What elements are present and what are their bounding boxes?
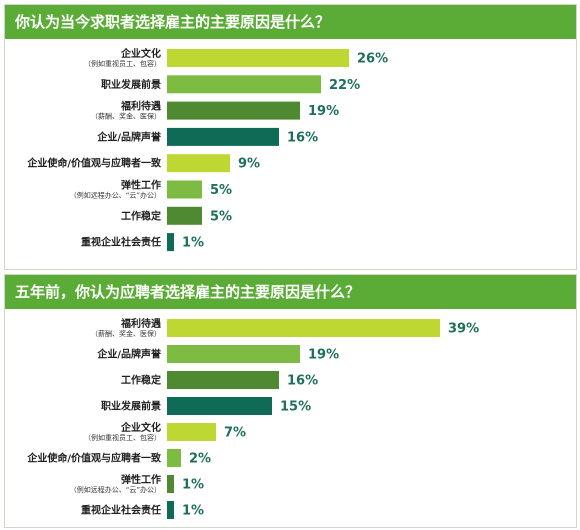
bar xyxy=(167,233,174,252)
category-sublabel: （例如远程办公、“云”办公） xyxy=(70,191,161,200)
chart-title-five-years-ago: 五年前，你认为应聘者选择雇主的主要原因是什么？ xyxy=(5,275,576,309)
bar xyxy=(167,371,279,389)
chart-panel-current: 你认为当今求职者选择雇主的主要原因是什么？ 企业文化 （例如重视员工、包容） 26%… xyxy=(4,4,577,270)
bar xyxy=(167,127,279,146)
category-label: 企业文化 xyxy=(120,47,161,60)
category-label: 企业使命/价值观与应聘者一致 xyxy=(26,157,162,170)
bar xyxy=(167,101,300,120)
category-sublabel: （薪酬、奖金、医保） xyxy=(91,329,161,338)
value-label: 26% xyxy=(357,52,388,67)
category-label: 企业/品牌声誉 xyxy=(96,348,162,361)
category-sublabel: （例如远程办公、“云”办公） xyxy=(70,485,161,494)
bar xyxy=(167,75,321,94)
category-sublabel: （薪酬、奖金、医保） xyxy=(91,112,161,121)
value-label: 5% xyxy=(210,183,232,198)
category-label: 职业发展前景 xyxy=(101,78,161,91)
value-label: 19% xyxy=(308,348,339,363)
value-label: 7% xyxy=(224,426,246,441)
category-label: 企业使命/价值观与应聘者一致 xyxy=(26,452,162,465)
value-label: 1% xyxy=(182,504,204,519)
bar xyxy=(167,345,300,363)
value-label: 15% xyxy=(280,400,311,415)
value-label: 1% xyxy=(182,478,204,493)
category-sublabel: （例如重视员工、包容） xyxy=(84,59,161,68)
bar xyxy=(167,475,174,493)
value-label: 9% xyxy=(238,157,260,172)
bar xyxy=(167,501,174,519)
value-label: 16% xyxy=(287,374,318,389)
chart-panel-five-years-ago: 五年前，你认为应聘者选择雇主的主要原因是什么？ 福利待遇 （薪酬、奖金、医保） 39… xyxy=(4,274,577,528)
bar xyxy=(167,49,349,67)
category-label: 工作稳定 xyxy=(121,209,161,222)
value-label: 22% xyxy=(329,78,360,93)
category-label: 弹性工作 xyxy=(121,179,161,192)
bar xyxy=(167,397,272,415)
category-label: 弹性工作 xyxy=(121,473,161,486)
bar xyxy=(167,206,202,225)
bar xyxy=(167,180,202,199)
category-label: 职业发展前景 xyxy=(101,400,161,413)
category-label: 福利待遇 xyxy=(120,100,161,113)
category-label: 重视企业社会责任 xyxy=(81,504,161,517)
category-label: 工作稳定 xyxy=(121,374,161,387)
value-label: 19% xyxy=(308,104,339,119)
bar xyxy=(167,449,181,467)
value-label: 1% xyxy=(182,236,204,251)
chart-title-current: 你认为当今求职者选择雇主的主要原因是什么？ xyxy=(5,5,576,39)
bar-chart-current: 企业文化（例如重视员工、包容） 26% 职业发展前景 22% 福利待遇（薪酬、奖金、医保… xyxy=(26,47,388,252)
value-label: 16% xyxy=(287,130,318,145)
category-label: 福利待遇 xyxy=(120,317,161,330)
bar-chart-five-years-ago: 福利待遇（薪酬、奖金、医保） 39% 企业/品牌声誉 19% 工作稳定 16% 职业发展前景… xyxy=(26,317,479,519)
bar xyxy=(167,319,440,337)
category-label: 企业文化 xyxy=(120,421,161,434)
bar xyxy=(167,423,216,441)
bar xyxy=(167,154,230,173)
category-sublabel: （例如重视员工、包容） xyxy=(84,433,161,442)
value-label: 39% xyxy=(448,322,479,337)
value-label: 5% xyxy=(210,209,232,224)
value-label: 2% xyxy=(189,452,211,467)
category-label: 重视企业社会责任 xyxy=(81,236,161,249)
category-label: 企业/品牌声誉 xyxy=(96,130,162,143)
